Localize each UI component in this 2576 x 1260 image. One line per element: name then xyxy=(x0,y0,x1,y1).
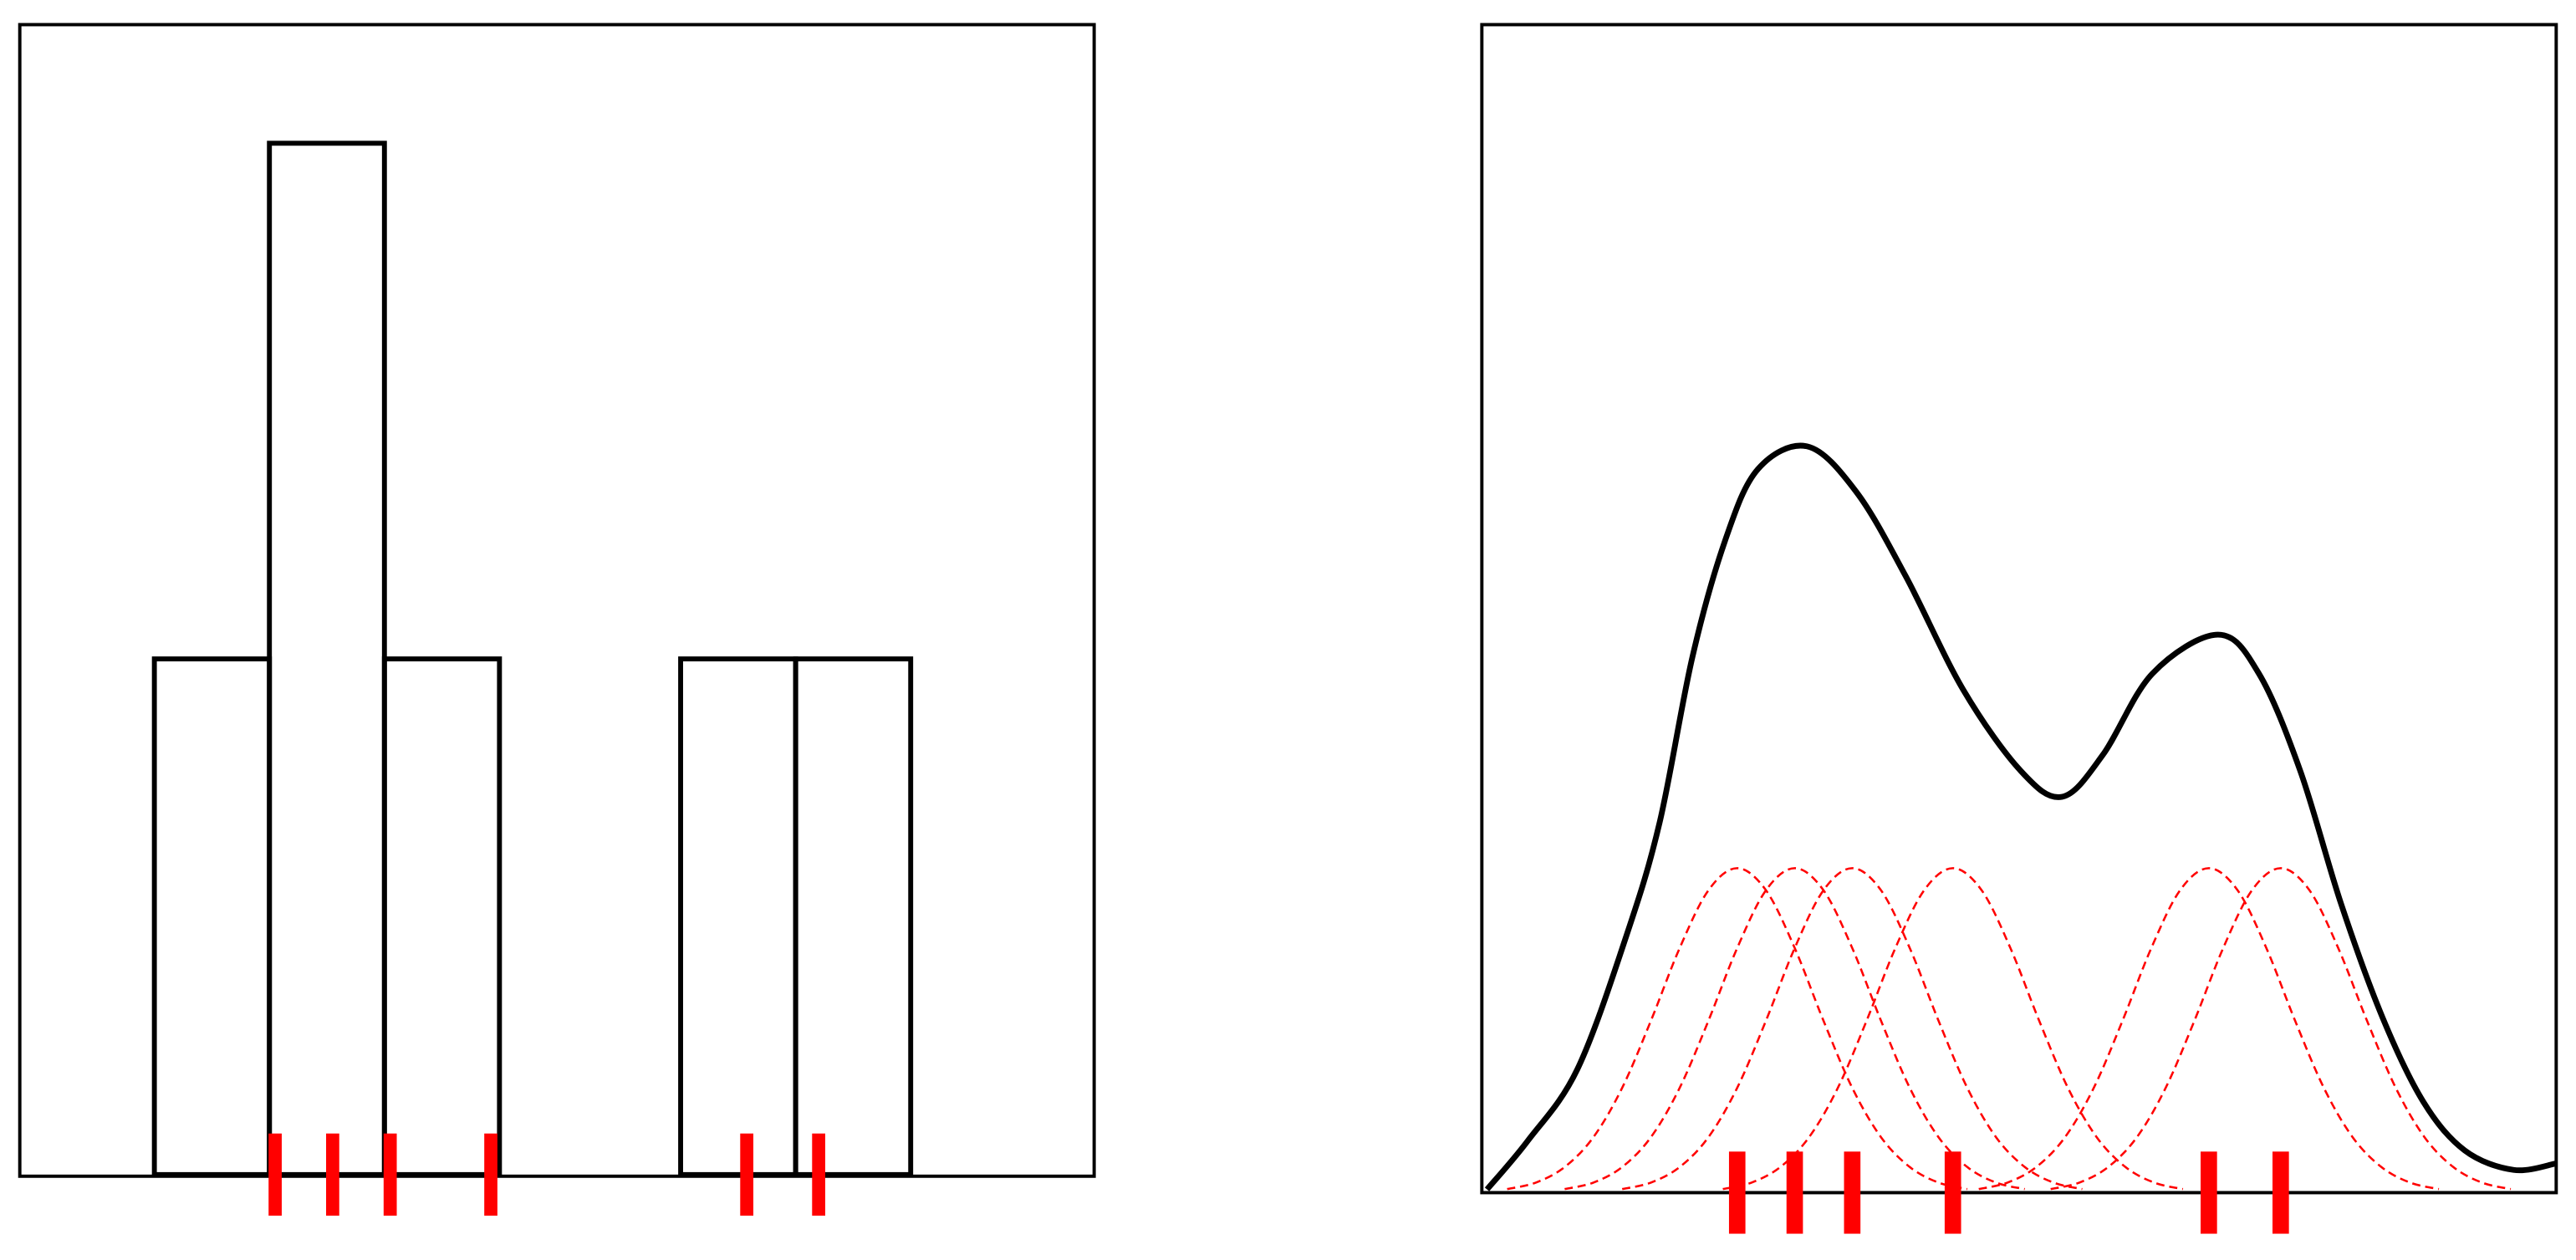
chart-panel xyxy=(18,23,1096,1216)
rug-mark xyxy=(740,1133,754,1216)
rug-mark xyxy=(326,1133,339,1216)
histogram-bar xyxy=(151,656,273,1177)
rug-mark xyxy=(484,1133,497,1216)
plot-frame xyxy=(1480,23,2558,1195)
kernel-curve xyxy=(1507,867,1968,1191)
rug-mark xyxy=(1728,1151,1746,1234)
kernel-curve xyxy=(1722,867,2184,1191)
rug-mark xyxy=(383,1133,397,1216)
rug-mark xyxy=(1944,1151,1961,1234)
rug-mark xyxy=(1844,1151,1861,1234)
histogram-bar xyxy=(793,656,914,1177)
plot-frame xyxy=(18,23,1096,1178)
histogram-bar xyxy=(381,656,502,1177)
rug-mark xyxy=(2201,1151,2217,1234)
rug-mark xyxy=(268,1133,282,1216)
rug-mark xyxy=(2272,1151,2289,1234)
kernel-curve xyxy=(1978,867,2440,1191)
kernel-curve xyxy=(1564,867,2025,1191)
rug-mark xyxy=(1786,1151,1803,1234)
kde-curve xyxy=(1484,442,2558,1191)
chart-panel xyxy=(1480,23,2558,1234)
kernel-curve xyxy=(2050,867,2512,1191)
histogram-bar xyxy=(267,140,387,1177)
histogram-bar xyxy=(678,656,798,1177)
rug-mark xyxy=(812,1133,826,1216)
kernel-curve xyxy=(1621,867,2083,1191)
